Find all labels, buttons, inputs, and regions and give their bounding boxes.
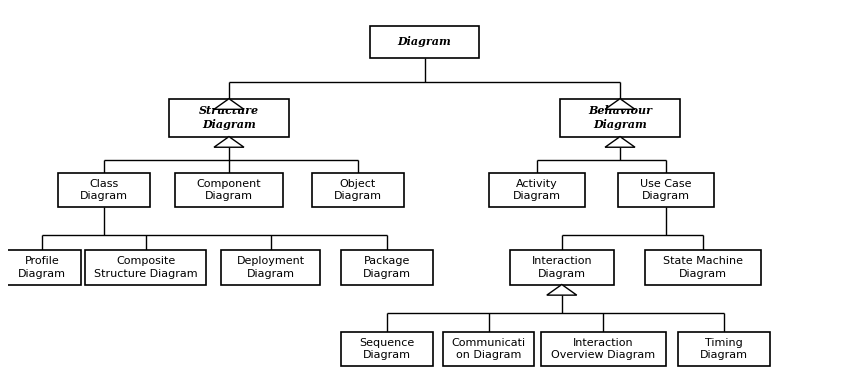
FancyBboxPatch shape (678, 332, 770, 366)
FancyBboxPatch shape (341, 332, 433, 366)
Polygon shape (605, 137, 635, 147)
Text: Behaviour
Diagram: Behaviour Diagram (588, 105, 652, 130)
Polygon shape (214, 99, 244, 109)
FancyBboxPatch shape (312, 173, 404, 207)
Text: Profile
Diagram: Profile Diagram (18, 256, 65, 279)
FancyBboxPatch shape (645, 250, 762, 284)
FancyBboxPatch shape (559, 99, 680, 137)
Text: Structure
Diagram: Structure Diagram (199, 105, 259, 130)
FancyBboxPatch shape (509, 250, 614, 284)
FancyBboxPatch shape (175, 173, 283, 207)
FancyBboxPatch shape (3, 250, 82, 284)
Text: Use Case
Diagram: Use Case Diagram (640, 178, 692, 201)
Text: Interaction
Overview Diagram: Interaction Overview Diagram (551, 338, 655, 360)
FancyBboxPatch shape (221, 250, 321, 284)
Text: Timing
Diagram: Timing Diagram (700, 338, 748, 360)
FancyBboxPatch shape (489, 173, 585, 207)
FancyBboxPatch shape (59, 173, 150, 207)
FancyBboxPatch shape (541, 332, 666, 366)
Text: Sequence
Diagram: Sequence Diagram (359, 338, 414, 360)
FancyBboxPatch shape (169, 99, 290, 137)
Text: Component
Diagram: Component Diagram (197, 178, 261, 201)
FancyBboxPatch shape (370, 26, 479, 58)
Text: Diagram: Diagram (397, 36, 452, 47)
FancyBboxPatch shape (443, 332, 534, 366)
Text: State Machine
Diagram: State Machine Diagram (663, 256, 743, 279)
Polygon shape (547, 284, 576, 295)
Polygon shape (605, 99, 635, 109)
Text: Composite
Structure Diagram: Composite Structure Diagram (94, 256, 198, 279)
Text: Class
Diagram: Class Diagram (80, 178, 128, 201)
FancyBboxPatch shape (86, 250, 206, 284)
FancyBboxPatch shape (618, 173, 714, 207)
Text: Deployment
Diagram: Deployment Diagram (237, 256, 305, 279)
FancyBboxPatch shape (341, 250, 433, 284)
Polygon shape (214, 137, 244, 147)
Text: Activity
Diagram: Activity Diagram (513, 178, 561, 201)
Text: Interaction
Diagram: Interaction Diagram (531, 256, 592, 279)
Text: Package
Diagram: Package Diagram (363, 256, 411, 279)
Text: Communicati
on Diagram: Communicati on Diagram (452, 338, 526, 360)
Text: Object
Diagram: Object Diagram (334, 178, 382, 201)
